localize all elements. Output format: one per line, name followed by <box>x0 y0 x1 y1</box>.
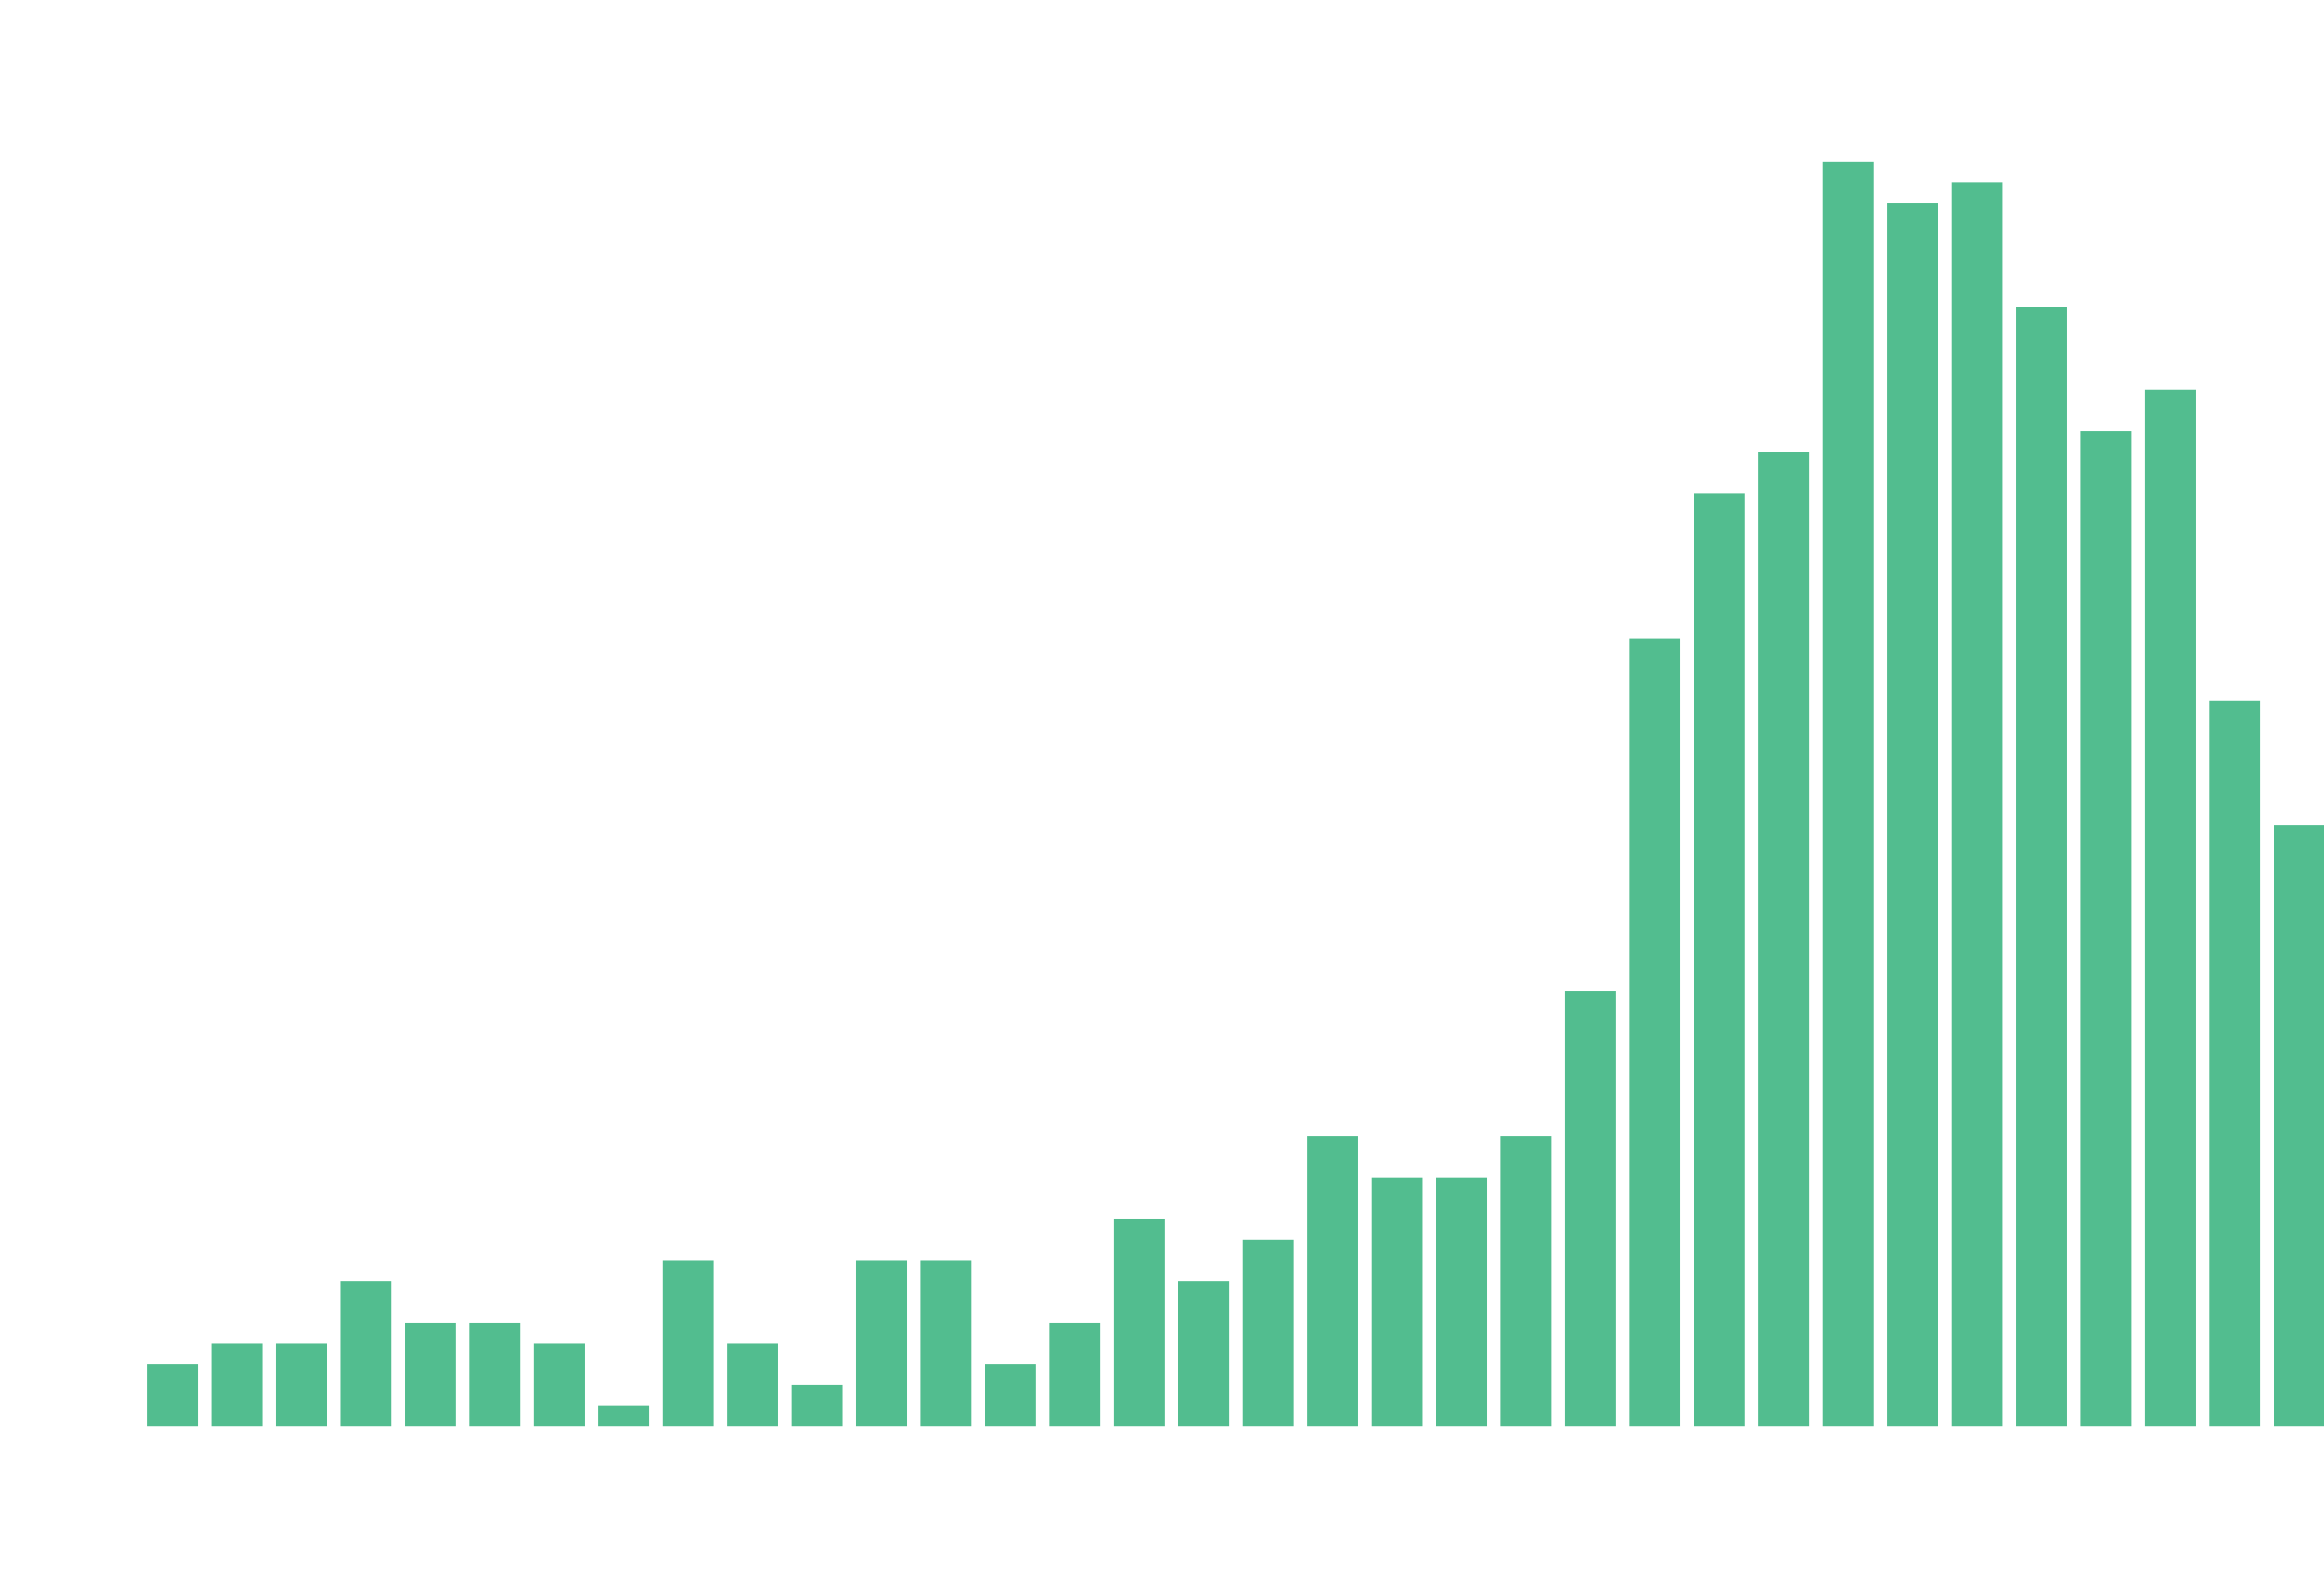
bar <box>1242 1240 1294 1426</box>
bar <box>856 1260 907 1426</box>
bar <box>1887 203 1938 1426</box>
bar <box>1758 452 1809 1426</box>
bar <box>340 1281 392 1426</box>
bar <box>662 1260 714 1426</box>
bar <box>1694 493 1745 1426</box>
bar <box>147 1364 198 1426</box>
bar <box>598 1405 649 1426</box>
bar <box>211 1343 263 1426</box>
bar <box>1565 991 1616 1426</box>
bar <box>727 1343 778 1426</box>
bar <box>2145 389 2196 1426</box>
bar <box>1500 1136 1552 1426</box>
bar <box>276 1343 327 1426</box>
bar <box>1178 1281 1229 1426</box>
bar <box>1822 161 1874 1426</box>
bar <box>792 1385 843 1426</box>
bar <box>2209 700 2260 1426</box>
bar <box>1371 1177 1423 1426</box>
bar <box>2016 307 2067 1426</box>
bar <box>405 1322 456 1426</box>
bar <box>2080 431 2132 1426</box>
bar <box>1629 638 1681 1426</box>
bar <box>985 1364 1036 1426</box>
bar <box>1436 1177 1487 1426</box>
bar <box>1114 1219 1165 1426</box>
bar <box>1049 1322 1101 1426</box>
bar <box>920 1260 971 1426</box>
bar <box>1951 182 2003 1426</box>
bar <box>2274 825 2324 1426</box>
bar <box>1307 1136 1358 1426</box>
bar <box>534 1343 585 1426</box>
bar <box>469 1322 521 1426</box>
